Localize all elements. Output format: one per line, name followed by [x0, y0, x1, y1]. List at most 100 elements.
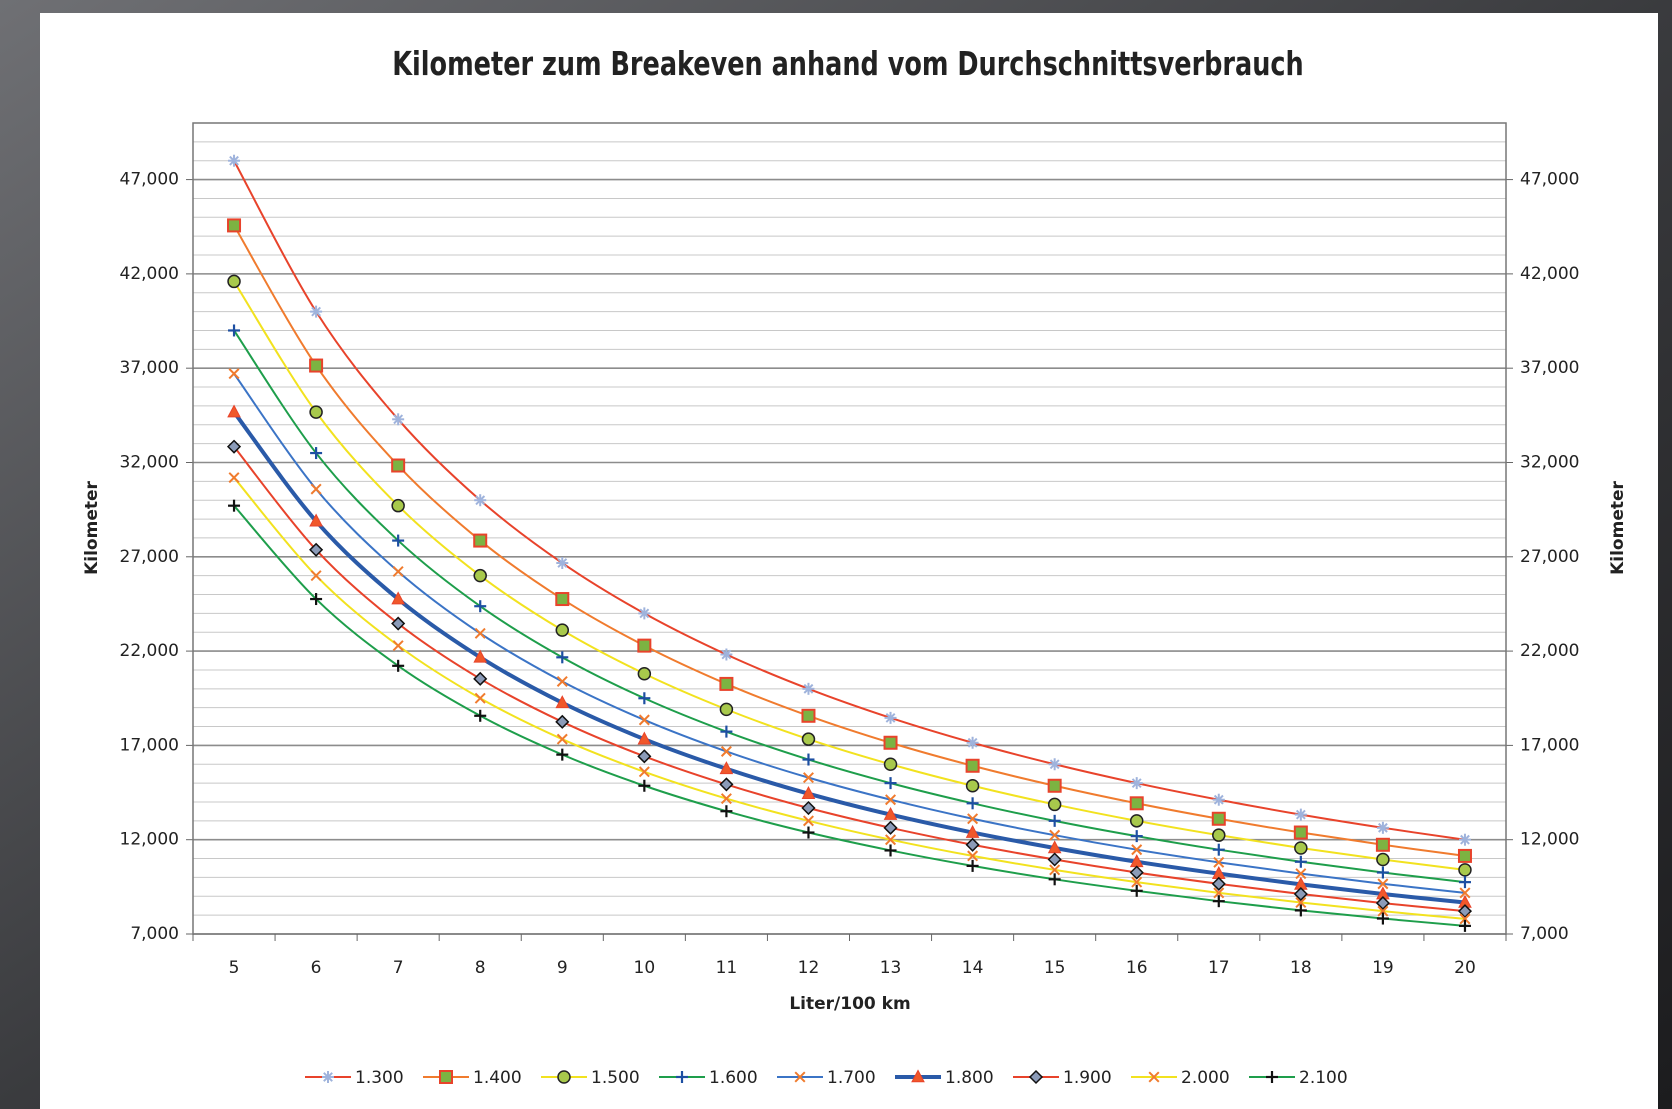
x-tick-label: 6	[311, 958, 322, 978]
marker	[556, 557, 568, 569]
legend-label: 2.100	[1299, 1068, 1348, 1088]
legend-label: 1.500	[591, 1068, 640, 1088]
marker	[392, 500, 404, 512]
marker	[310, 406, 322, 418]
marker	[967, 760, 979, 772]
marker	[638, 640, 650, 652]
y-tick-label: 12,000	[120, 830, 179, 850]
x-tick-label: 11	[716, 958, 738, 978]
marker-shape	[474, 535, 486, 547]
x-axis-title: Liter/100 km	[789, 994, 910, 1014]
marker	[392, 460, 404, 472]
marker-shape	[1377, 854, 1389, 866]
marker	[720, 678, 732, 690]
marker	[802, 683, 814, 695]
x-tick-label: 19	[1372, 958, 1394, 978]
marker-shape	[310, 406, 322, 418]
marker	[556, 593, 568, 605]
y-tick-label: 47,000	[120, 170, 179, 190]
marker-shape	[1049, 798, 1061, 810]
legend-label: 1.700	[827, 1068, 876, 1088]
marker	[228, 275, 240, 287]
y2-tick-label: 12,000	[1520, 830, 1579, 850]
marker	[885, 758, 897, 770]
marker	[1131, 797, 1143, 809]
marker-shape	[1459, 864, 1471, 876]
marker	[310, 360, 322, 372]
marker-shape	[556, 593, 568, 605]
marker-shape	[802, 733, 814, 745]
y2-tick-label: 47,000	[1520, 170, 1579, 190]
y-tick-label: 27,000	[120, 547, 179, 567]
marker	[1213, 813, 1225, 825]
y-tick-label: 42,000	[120, 264, 179, 284]
panel	[40, 13, 1658, 1109]
marker	[967, 737, 979, 749]
marker	[1377, 854, 1389, 866]
marker	[556, 624, 568, 636]
marker	[1377, 839, 1389, 851]
y-tick-label: 7,000	[130, 924, 179, 944]
marker	[1131, 815, 1143, 827]
y-axis-title: Kilometer	[82, 480, 102, 574]
marker	[885, 737, 897, 749]
marker	[1295, 842, 1307, 854]
y2-tick-label: 17,000	[1520, 735, 1579, 755]
legend-label: 1.800	[945, 1068, 994, 1088]
x-tick-label: 9	[557, 958, 568, 978]
marker-shape	[1213, 813, 1225, 825]
legend-marker	[558, 1071, 570, 1083]
legend-label: 2.000	[1181, 1068, 1230, 1088]
marker	[228, 155, 240, 167]
legend-marker	[322, 1071, 334, 1083]
marker-shape	[228, 219, 240, 231]
marker	[638, 668, 650, 680]
marker	[474, 570, 486, 582]
y2-tick-label: 42,000	[1520, 264, 1579, 284]
marker-shape	[720, 703, 732, 715]
marker-shape	[885, 758, 897, 770]
legend-label: 1.300	[355, 1068, 404, 1088]
marker-shape	[1131, 797, 1143, 809]
marker	[885, 712, 897, 724]
x-tick-label: 10	[634, 958, 656, 978]
x-tick-label: 18	[1290, 958, 1312, 978]
chart-title: Kilometer zum Breakeven anhand vom Durch…	[392, 45, 1303, 84]
marker	[720, 648, 732, 660]
y2-axis-title: Kilometer	[1608, 480, 1628, 574]
x-tick-label: 7	[393, 958, 404, 978]
marker-shape	[1377, 839, 1389, 851]
x-tick-label: 8	[475, 958, 486, 978]
marker	[1459, 850, 1471, 862]
marker-shape	[802, 710, 814, 722]
chart: Kilometer zum Breakeven anhand vom Durch…	[0, 0, 1672, 1109]
marker	[720, 703, 732, 715]
marker	[1295, 827, 1307, 839]
y2-tick-label: 27,000	[1520, 547, 1579, 567]
marker-shape	[1213, 829, 1225, 841]
marker	[1213, 829, 1225, 841]
y2-tick-label: 32,000	[1520, 452, 1579, 472]
marker-shape	[228, 275, 240, 287]
x-tick-label: 13	[880, 958, 902, 978]
marker	[1049, 780, 1061, 792]
marker	[1459, 864, 1471, 876]
marker-shape	[720, 678, 732, 690]
y2-tick-label: 22,000	[1520, 641, 1579, 661]
marker-shape	[392, 500, 404, 512]
marker	[1049, 798, 1061, 810]
marker	[228, 219, 240, 231]
legend-label: 1.600	[709, 1068, 758, 1088]
y-tick-label: 17,000	[120, 735, 179, 755]
marker-shape	[885, 737, 897, 749]
marker-shape	[440, 1071, 452, 1083]
legend-label: 1.900	[1063, 1068, 1112, 1088]
marker-shape	[967, 760, 979, 772]
y-tick-label: 22,000	[120, 641, 179, 661]
marker	[802, 733, 814, 745]
marker-shape	[1295, 827, 1307, 839]
marker	[1131, 777, 1143, 789]
legend-label: 1.400	[473, 1068, 522, 1088]
x-tick-label: 14	[962, 958, 984, 978]
marker	[1213, 794, 1225, 806]
